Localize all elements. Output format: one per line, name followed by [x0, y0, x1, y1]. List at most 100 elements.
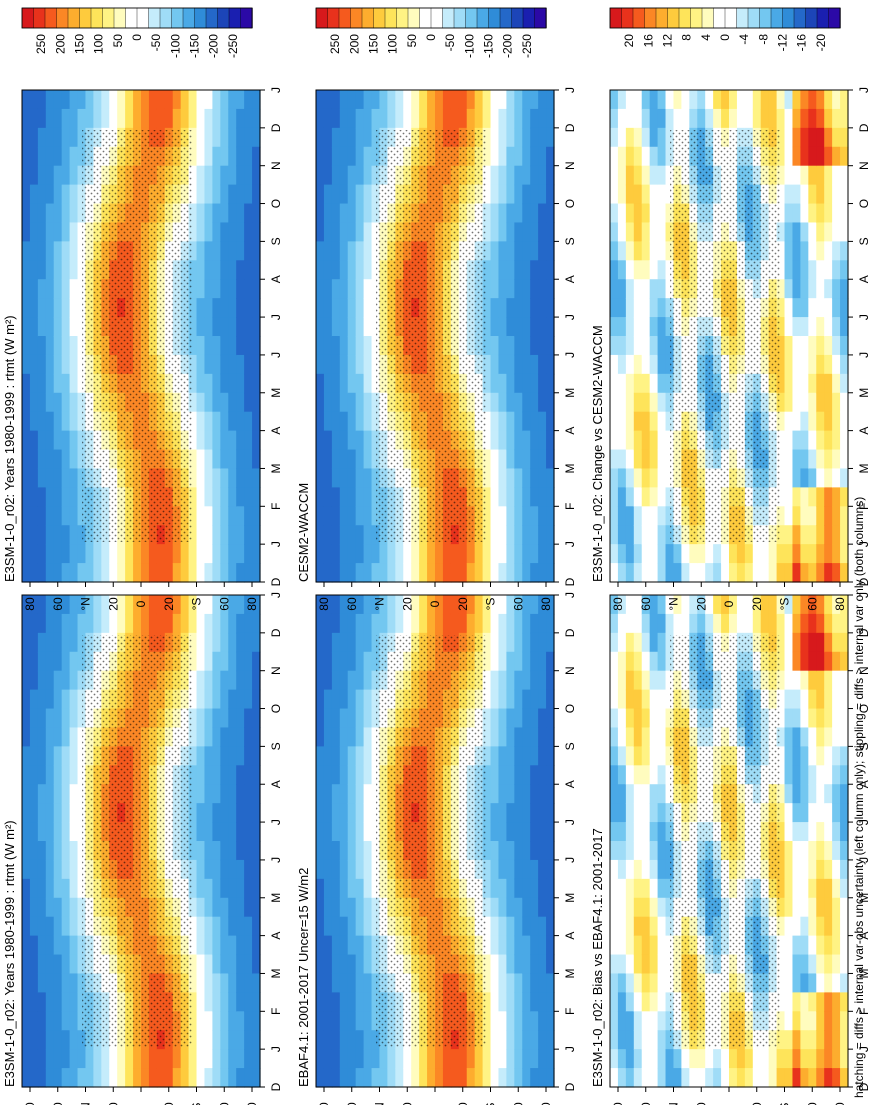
- heat-cell: [252, 373, 261, 394]
- heat-cell: [204, 222, 213, 242]
- heat-cell: [347, 317, 357, 337]
- month-label: O: [269, 199, 283, 208]
- heat-cell: [387, 1068, 396, 1088]
- heat-cell: [824, 859, 833, 880]
- heat-cell: [371, 544, 381, 564]
- heat-cell: [498, 108, 507, 129]
- heat-cell: [657, 632, 667, 653]
- heat-cell: [482, 1068, 492, 1088]
- heat-cell: [188, 916, 198, 937]
- heat-cell: [490, 784, 500, 804]
- heat-cell: [379, 563, 388, 583]
- heat-cell: [840, 973, 849, 993]
- heat-cell: [204, 1030, 213, 1050]
- heat-cell: [657, 992, 667, 1012]
- heat-cell: [61, 632, 71, 653]
- month-label: N: [269, 161, 283, 170]
- heat-cell: [522, 373, 531, 394]
- heat-cell: [530, 544, 539, 564]
- heat-cell: [188, 878, 198, 899]
- heat-cell: [641, 354, 651, 375]
- heat-cell: [617, 165, 627, 186]
- heat-cell: [506, 1011, 515, 1031]
- heat-cell: [498, 222, 507, 242]
- heat-cell: [665, 544, 675, 564]
- heat-cell: [490, 127, 500, 148]
- heat-cell: [148, 90, 158, 110]
- heat-cell: [252, 803, 261, 823]
- heat-cell: [37, 317, 47, 337]
- heat-cell: [482, 336, 492, 356]
- heat-cell: [498, 1030, 507, 1050]
- heat-cell: [355, 354, 365, 375]
- heat-cell: [371, 563, 381, 583]
- heat-cell: [657, 765, 667, 785]
- heat-cell: [522, 765, 531, 785]
- heat-cell: [665, 916, 675, 937]
- heat-cell: [244, 651, 253, 672]
- heat-cell: [339, 595, 349, 615]
- heat-cell: [77, 1030, 87, 1050]
- heat-cell: [331, 544, 341, 564]
- heat-cell: [784, 487, 794, 507]
- heat-cell: [125, 1068, 134, 1088]
- heat-cell: [212, 90, 221, 110]
- heat-cell: [77, 336, 87, 356]
- heat-cell: [713, 595, 722, 615]
- heat-cell: [617, 613, 627, 634]
- heat-cell: [212, 1030, 221, 1050]
- heat-cell: [442, 108, 452, 129]
- heat-cell: [498, 689, 507, 710]
- heat-cell: [61, 279, 71, 299]
- heat-cell: [371, 468, 381, 488]
- heat-cell: [77, 859, 87, 880]
- heat-cell: [490, 468, 500, 488]
- heat-cell: [538, 392, 547, 413]
- heat-cell: [610, 916, 619, 937]
- heat-cell: [252, 127, 261, 148]
- heat-cell: [625, 506, 635, 526]
- heat-cell: [188, 992, 198, 1012]
- heat-cell: [188, 613, 198, 634]
- heat-cell: [212, 146, 221, 167]
- colorbar-cell: [373, 7, 386, 29]
- heat-cell: [832, 916, 841, 937]
- heat-cell: [339, 298, 349, 318]
- heat-cell: [355, 822, 365, 842]
- heat-cell: [792, 689, 801, 710]
- heat-cell: [37, 392, 47, 413]
- heat-cell: [53, 241, 63, 261]
- heat-cell: [363, 146, 373, 167]
- heat-cell: [610, 841, 619, 861]
- colorbar-cell: [522, 7, 536, 29]
- heat-cell: [244, 859, 253, 880]
- heat-cell: [164, 90, 174, 110]
- heat-cell: [236, 184, 245, 205]
- heat-cell: [824, 651, 833, 672]
- heat-cell: [800, 651, 809, 672]
- heat-cell: [482, 430, 492, 451]
- heat-cell: [633, 449, 643, 470]
- heat-cell: [331, 222, 341, 242]
- heat-cell: [840, 1049, 849, 1069]
- heat-cell: [808, 430, 817, 451]
- heat-cell: [610, 468, 619, 488]
- heat-cell: [800, 317, 809, 337]
- heat-cell: [212, 392, 221, 413]
- heat-cell: [29, 373, 39, 394]
- heat-cell: [800, 90, 809, 110]
- heat-cell: [220, 336, 229, 356]
- heat-cell: [339, 506, 349, 526]
- heat-cell: [681, 1068, 690, 1088]
- heat-cell: [204, 1068, 213, 1088]
- heat-cell: [832, 954, 841, 975]
- heat-cell: [236, 841, 245, 861]
- heat-cell: [538, 727, 547, 747]
- heat-cell: [800, 784, 809, 804]
- heat-cell: [355, 878, 365, 899]
- heat-cell: [236, 449, 245, 470]
- heat-cell: [800, 563, 809, 583]
- heat-cell: [498, 803, 507, 823]
- heat-cell: [69, 506, 79, 526]
- heat-cell: [752, 1049, 762, 1069]
